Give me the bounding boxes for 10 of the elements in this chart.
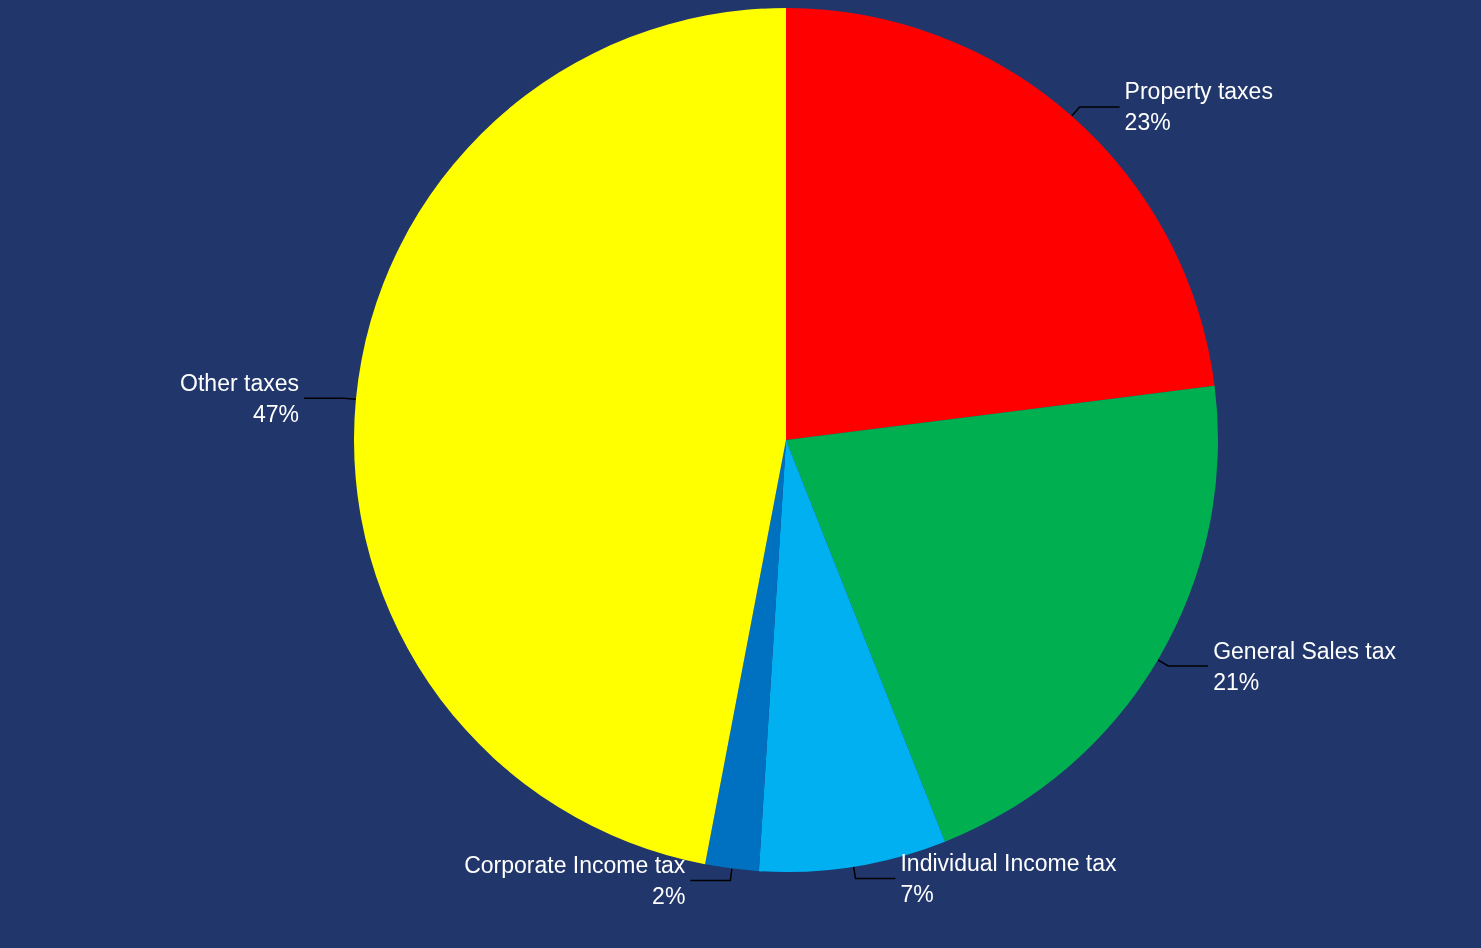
data-label: 21% [1213,668,1260,695]
slice-label: Other taxes [180,369,299,396]
data-label: 47% [252,400,299,427]
slice-label: Individual Income tax [900,850,1118,877]
data-label: 2% [652,883,686,909]
slice-label: Property taxes [1124,78,1273,105]
data-label: 23% [1124,109,1171,136]
slice-label: Corporate Income tax [464,852,686,878]
data-label: 7% [900,881,934,908]
slice-label: General Sales tax [1213,637,1397,664]
